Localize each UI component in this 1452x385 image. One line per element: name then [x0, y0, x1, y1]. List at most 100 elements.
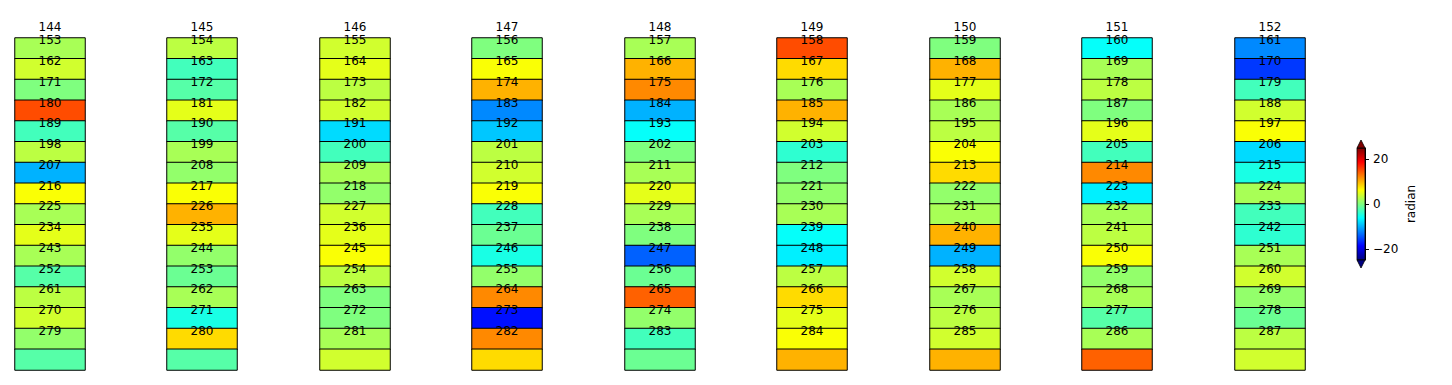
svg-text:161: 161 [1259, 33, 1282, 47]
svg-text:210: 210 [496, 158, 519, 172]
svg-text:263: 263 [344, 282, 367, 296]
svg-text:146: 146 [344, 20, 367, 34]
svg-text:273: 273 [496, 303, 519, 317]
svg-text:205: 205 [1106, 137, 1129, 151]
svg-text:282: 282 [496, 324, 519, 338]
svg-text:225: 225 [39, 199, 62, 213]
svg-text:154: 154 [191, 33, 214, 47]
svg-text:193: 193 [649, 116, 672, 130]
svg-text:266: 266 [801, 282, 824, 296]
svg-text:198: 198 [39, 137, 62, 151]
svg-text:286: 286 [1106, 324, 1129, 338]
svg-text:231: 231 [954, 199, 977, 213]
svg-text:145: 145 [191, 20, 214, 34]
svg-text:166: 166 [649, 54, 672, 68]
svg-text:268: 268 [1106, 282, 1129, 296]
svg-text:214: 214 [1106, 158, 1129, 172]
svg-text:276: 276 [954, 303, 977, 317]
svg-text:250: 250 [1106, 241, 1129, 255]
svg-text:267: 267 [954, 282, 977, 296]
svg-text:283: 283 [649, 324, 672, 338]
svg-text:199: 199 [191, 137, 214, 151]
svg-text:152: 152 [1259, 20, 1282, 34]
svg-text:237: 237 [496, 220, 519, 234]
svg-text:155: 155 [344, 33, 367, 47]
svg-text:181: 181 [191, 96, 214, 110]
svg-text:229: 229 [649, 199, 672, 213]
svg-text:173: 173 [344, 75, 367, 89]
svg-text:208: 208 [191, 158, 214, 172]
svg-text:243: 243 [39, 241, 62, 255]
svg-text:184: 184 [649, 96, 672, 110]
svg-text:217: 217 [191, 179, 214, 193]
svg-text:149: 149 [801, 20, 824, 34]
svg-text:206: 206 [1259, 137, 1282, 151]
svg-text:221: 221 [801, 179, 824, 193]
svg-text:213: 213 [954, 158, 977, 172]
svg-text:192: 192 [496, 116, 519, 130]
svg-text:175: 175 [649, 75, 672, 89]
svg-text:262: 262 [191, 282, 214, 296]
svg-text:163: 163 [191, 54, 214, 68]
svg-text:190: 190 [191, 116, 214, 130]
svg-text:215: 215 [1259, 158, 1282, 172]
svg-text:247: 247 [649, 241, 672, 255]
svg-text:−20: −20 [1373, 242, 1398, 256]
svg-text:218: 218 [344, 179, 367, 193]
svg-text:258: 258 [954, 262, 977, 276]
svg-text:radian: radian [1404, 185, 1418, 223]
svg-text:211: 211 [649, 158, 672, 172]
svg-text:224: 224 [1259, 179, 1282, 193]
svg-text:170: 170 [1259, 54, 1282, 68]
svg-text:159: 159 [954, 33, 977, 47]
svg-text:261: 261 [39, 282, 62, 296]
svg-text:186: 186 [954, 96, 977, 110]
svg-text:234: 234 [39, 220, 62, 234]
svg-text:172: 172 [191, 75, 214, 89]
svg-text:195: 195 [954, 116, 977, 130]
svg-text:255: 255 [496, 262, 519, 276]
svg-text:147: 147 [496, 20, 519, 34]
svg-text:178: 178 [1106, 75, 1129, 89]
svg-text:264: 264 [496, 282, 519, 296]
svg-text:182: 182 [344, 96, 367, 110]
svg-text:253: 253 [191, 262, 214, 276]
svg-text:248: 248 [801, 241, 824, 255]
svg-text:180: 180 [39, 96, 62, 110]
svg-text:20: 20 [1373, 152, 1388, 166]
svg-text:167: 167 [801, 54, 824, 68]
svg-text:271: 271 [191, 303, 214, 317]
svg-text:285: 285 [954, 324, 977, 338]
svg-text:278: 278 [1259, 303, 1282, 317]
svg-text:177: 177 [954, 75, 977, 89]
svg-text:284: 284 [801, 324, 824, 338]
svg-text:160: 160 [1106, 33, 1129, 47]
svg-text:223: 223 [1106, 179, 1129, 193]
svg-text:212: 212 [801, 158, 824, 172]
svg-text:179: 179 [1259, 75, 1282, 89]
svg-text:204: 204 [954, 137, 977, 151]
svg-text:246: 246 [496, 241, 519, 255]
svg-text:187: 187 [1106, 96, 1129, 110]
svg-text:157: 157 [649, 33, 672, 47]
svg-text:216: 216 [39, 179, 62, 193]
svg-text:151: 151 [1106, 20, 1129, 34]
svg-text:272: 272 [344, 303, 367, 317]
svg-text:270: 270 [39, 303, 62, 317]
svg-text:279: 279 [39, 324, 62, 338]
svg-text:240: 240 [954, 220, 977, 234]
svg-text:256: 256 [649, 262, 672, 276]
svg-text:227: 227 [344, 199, 367, 213]
svg-text:150: 150 [954, 20, 977, 34]
svg-text:251: 251 [1259, 241, 1282, 255]
svg-text:252: 252 [39, 262, 62, 276]
svg-text:158: 158 [801, 33, 824, 47]
svg-text:220: 220 [649, 179, 672, 193]
svg-text:232: 232 [1106, 199, 1129, 213]
svg-text:281: 281 [344, 324, 367, 338]
svg-text:168: 168 [954, 54, 977, 68]
svg-text:259: 259 [1106, 262, 1129, 276]
svg-text:275: 275 [801, 303, 824, 317]
svg-text:244: 244 [191, 241, 214, 255]
svg-text:238: 238 [649, 220, 672, 234]
